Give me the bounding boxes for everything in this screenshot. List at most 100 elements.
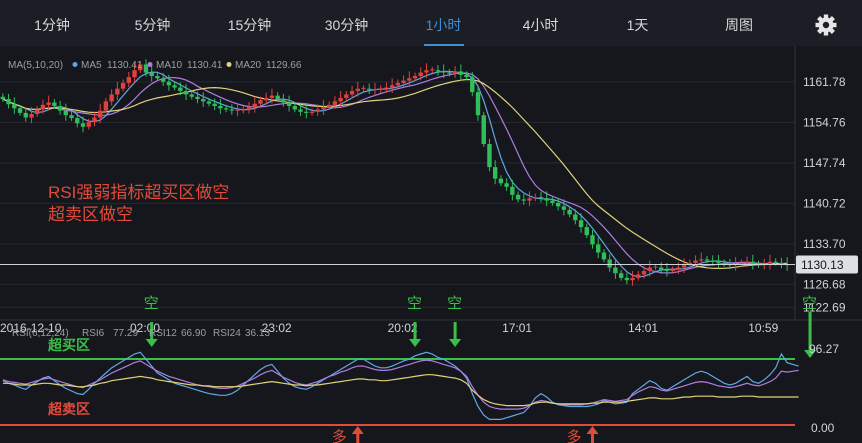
- candle-body: [269, 95, 275, 98]
- candle-body: [596, 244, 601, 253]
- rsi12-legend-value: 66.90: [181, 328, 206, 339]
- rsi24-legend-name: RSI24: [213, 328, 241, 339]
- candle-body: [229, 109, 235, 111]
- rsi-y-tick-bottom: 0.00: [811, 421, 835, 435]
- tab-5min[interactable]: 5分钟: [134, 17, 171, 33]
- candle-body: [773, 261, 778, 263]
- ma-legend: MA(5,10,20) MA5 1130.41 MA10 1130.41 MA2…: [8, 60, 302, 71]
- candle-body: [149, 72, 154, 76]
- tab-week[interactable]: 周图: [725, 17, 753, 33]
- candle-body: [389, 85, 395, 88]
- timeframe-tabs: 1分钟 5分钟 15分钟 30分钟 1小时 4小时 1天 周图: [0, 0, 862, 47]
- candle-body: [155, 75, 160, 79]
- sell-arrow-head-2: [449, 339, 462, 347]
- candle-body: [12, 104, 17, 109]
- candle-body: [424, 70, 429, 73]
- tab-15min[interactable]: 15分钟: [227, 17, 272, 33]
- candle-body: [492, 167, 498, 179]
- sell-arrow-head-3: [804, 350, 817, 358]
- tab-1min[interactable]: 1分钟: [34, 17, 70, 33]
- candle-body: [573, 214, 578, 221]
- candle-body: [46, 102, 51, 105]
- sell-signal-label-1: 空: [407, 295, 422, 312]
- candle-body: [716, 261, 721, 263]
- candle-body: [767, 261, 773, 265]
- candle-body: [178, 87, 183, 91]
- candle-body: [636, 274, 641, 278]
- tab-1day[interactable]: 1天: [626, 17, 649, 33]
- candle-body: [143, 64, 149, 73]
- candle-body: [166, 81, 172, 86]
- candle-body: [97, 110, 103, 118]
- sell-arrow-head-0: [145, 339, 158, 347]
- candle-body: [0, 96, 6, 100]
- rsi12-line: [2, 359, 799, 410]
- y-tick-label-4: 1133.70: [803, 237, 846, 251]
- tab-30min[interactable]: 30分钟: [324, 17, 369, 33]
- candle-body: [504, 183, 509, 187]
- candle-body: [6, 99, 11, 105]
- candle-body: [693, 260, 698, 263]
- candle-body: [235, 109, 240, 111]
- candle-body: [183, 90, 189, 95]
- current-price-box: [796, 255, 858, 274]
- candle-body: [624, 277, 630, 281]
- candle-body: [80, 123, 86, 127]
- candle-body: [86, 122, 91, 127]
- x-tick-label-5: 14:01: [628, 321, 658, 335]
- annotation-rsi-overbought: RSI强弱指标超买区做空: [48, 183, 229, 202]
- candle-body: [658, 267, 664, 270]
- tab-4hour[interactable]: 4小时: [522, 17, 559, 33]
- candle-body: [567, 209, 572, 215]
- candle-body: [132, 70, 137, 78]
- candle-body: [527, 198, 532, 201]
- sell-signal-label-3: 空: [802, 295, 817, 312]
- candle-body: [223, 108, 229, 110]
- gear-icon[interactable]: [806, 8, 846, 40]
- candle-body: [138, 64, 143, 71]
- candle-body: [458, 71, 464, 75]
- candle-body: [721, 262, 727, 265]
- candle-body: [435, 70, 441, 72]
- candle-body: [401, 80, 406, 83]
- candle-body: [452, 71, 458, 74]
- candle-body: [475, 92, 481, 116]
- candle-body: [498, 178, 504, 184]
- candle-body: [681, 265, 687, 268]
- sell-signal-label-0: 空: [144, 295, 159, 312]
- candle-body: [23, 112, 28, 118]
- candle-body: [521, 199, 527, 201]
- x-tick-label-3: 20:02: [388, 321, 418, 335]
- candle-body: [555, 202, 561, 207]
- ma10-legend-value: 1130.41: [187, 60, 223, 71]
- candle-body: [653, 266, 658, 268]
- y-tick-label-6: 1122.69: [803, 300, 846, 314]
- candle-body: [298, 109, 303, 112]
- ma5-dot: [72, 62, 78, 67]
- candle-body: [384, 87, 389, 89]
- candle-body: [241, 109, 246, 111]
- ma20-dot: [226, 62, 232, 67]
- oversold-label: 超卖区: [47, 401, 90, 417]
- candle-body: [710, 260, 715, 262]
- candle-body: [441, 71, 446, 73]
- candle-body: [464, 74, 469, 78]
- candle-body: [550, 200, 555, 203]
- candle-body: [326, 104, 332, 108]
- candle-body: [172, 85, 177, 88]
- candle-body: [218, 105, 223, 109]
- candle-body: [418, 72, 423, 76]
- buy-arrow-head-0: [351, 426, 364, 434]
- price-chart[interactable]: 1161.78 1154.76 1147.74 1140.72 1133.70 1126.…: [0, 46, 862, 443]
- rsi24-line: [2, 374, 799, 407]
- candle-body: [699, 259, 704, 261]
- ma5-legend-name: MA5: [81, 60, 102, 71]
- candle-body: [533, 197, 538, 199]
- candle-body: [613, 267, 618, 274]
- candle-body: [412, 75, 418, 79]
- y-tick-label-0: 1161.78: [803, 75, 846, 89]
- candle-body: [63, 110, 69, 116]
- candle-body: [395, 82, 401, 86]
- tab-1hour[interactable]: 1小时: [395, 0, 492, 46]
- candle-body: [275, 95, 280, 100]
